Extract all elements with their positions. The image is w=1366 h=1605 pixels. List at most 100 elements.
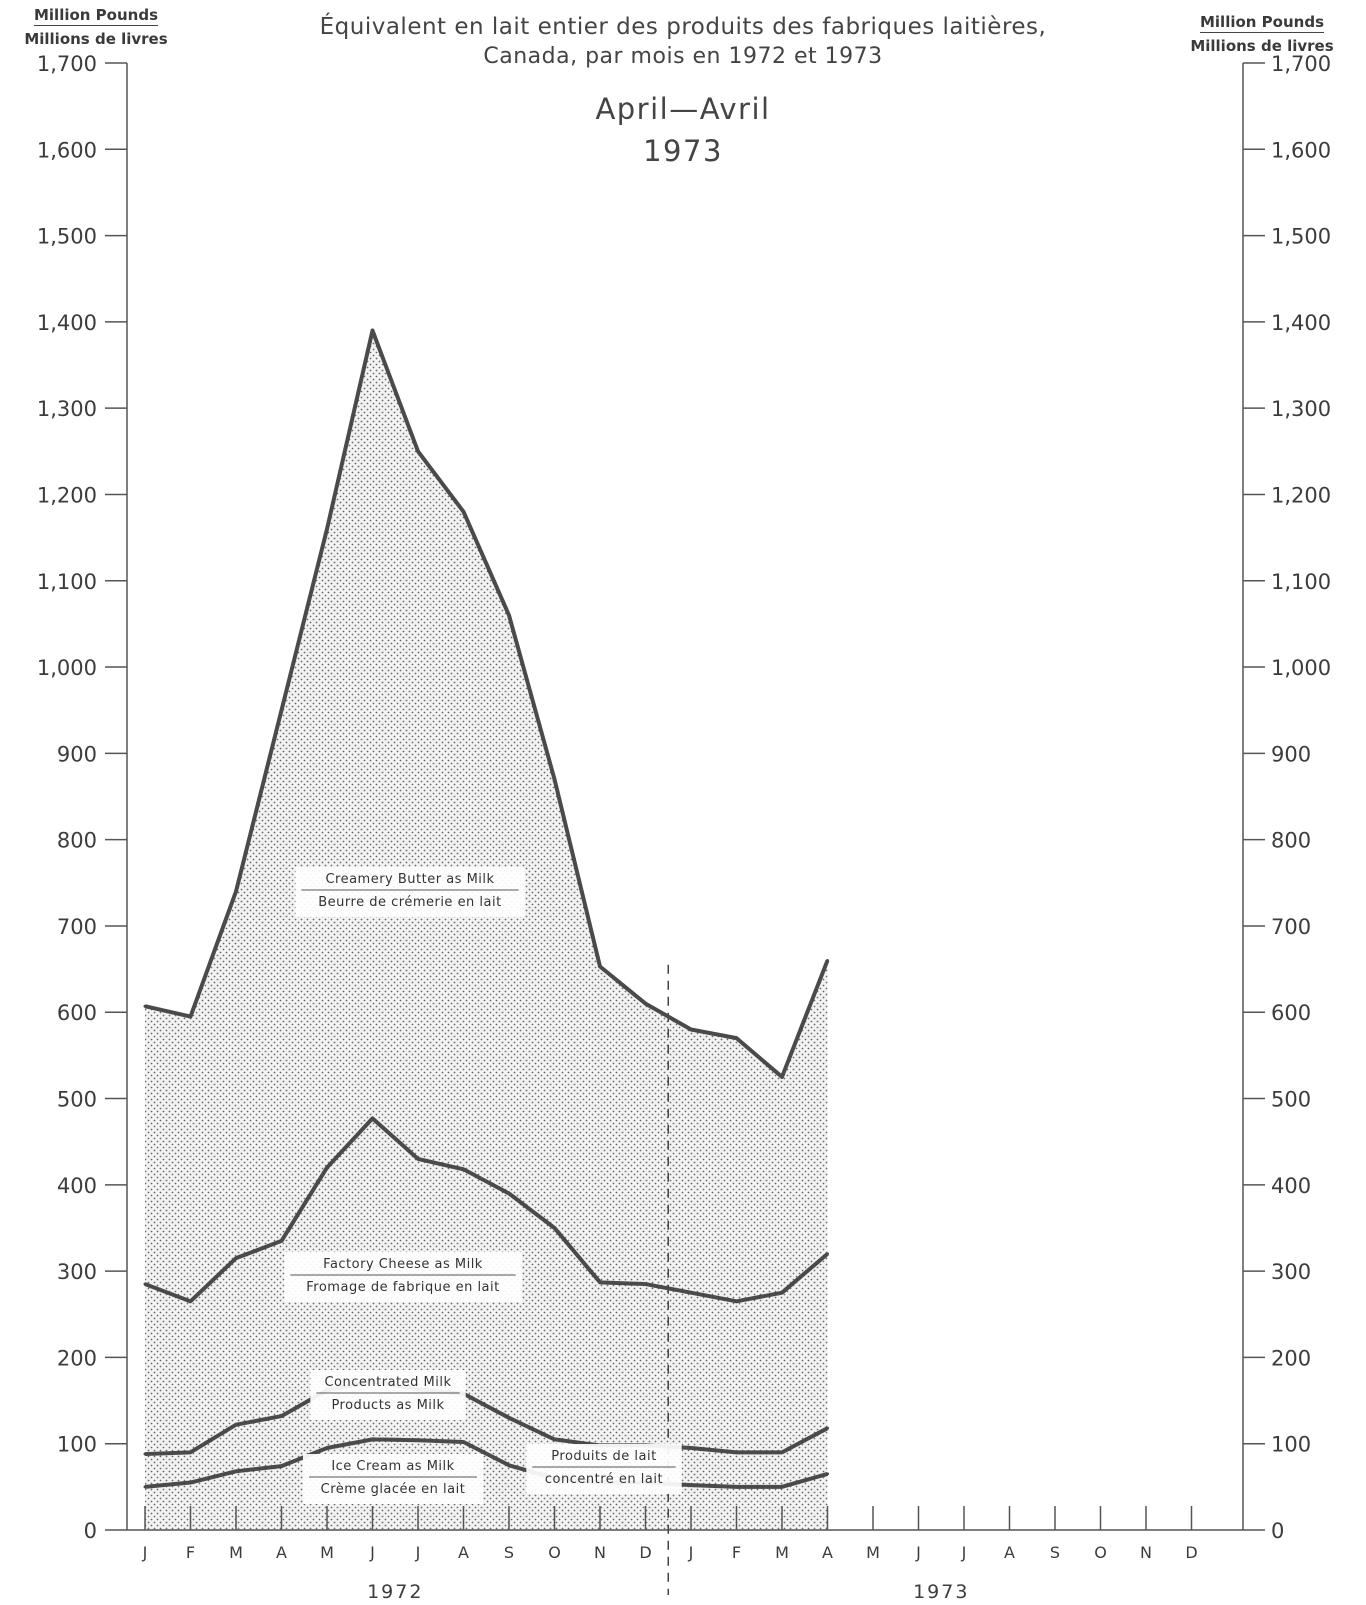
x-month-label: M (229, 1543, 243, 1562)
x-month-label: J (688, 1543, 694, 1562)
y-tick-label-left: 1,200 (37, 483, 97, 507)
chart-title-line2: Canada, par mois en 1972 et 1973 (483, 44, 883, 69)
x-month-label: N (594, 1543, 606, 1562)
y-tick-label-left: 0 (84, 1519, 97, 1543)
y-tick-label-right: 1,000 (1271, 656, 1331, 680)
data-point (507, 613, 511, 617)
label-creamery-butter: Creamery Butter as Milk Beurre de crémeri… (295, 867, 525, 917)
data-point (234, 889, 238, 893)
y-tick-label-left: 600 (57, 1001, 97, 1025)
data-point (598, 1280, 602, 1284)
y-tick-label-right: 300 (1271, 1260, 1311, 1284)
data-point (735, 1485, 738, 1489)
data-point (280, 1414, 283, 1418)
y-axis-unit-left: Million Pounds Millions de livres (6, 6, 186, 48)
x-month-label: N (1140, 1543, 1152, 1562)
data-point (189, 1015, 192, 1019)
y-tick-label-right: 200 (1271, 1346, 1311, 1370)
data-point (735, 1450, 738, 1454)
data-point (826, 958, 829, 962)
data-point (507, 1463, 511, 1467)
x-month-label: F (732, 1543, 741, 1562)
data-point (280, 708, 283, 712)
data-point (189, 1450, 192, 1454)
data-point (553, 1437, 556, 1441)
y-tick-label-left: 1,600 (37, 138, 97, 162)
series-line-2 (144, 1116, 829, 1304)
label-concentrated-milk-fr-text: Produits de lait (551, 1449, 656, 1464)
y-tick-label-left: 500 (57, 1088, 97, 1112)
y-axis-unit-left-en: Million Pounds (33, 6, 159, 26)
data-point (325, 1166, 329, 1170)
data-point (189, 1481, 192, 1485)
y-tick-label-left: 200 (57, 1346, 97, 1370)
x-month-label: J (915, 1543, 921, 1562)
series-line-0 (144, 1437, 829, 1489)
data-point (826, 1426, 829, 1430)
y-tick-label-right: 1,700 (1271, 52, 1331, 76)
y-tick-label-right: 900 (1271, 742, 1311, 766)
data-point (689, 1027, 693, 1031)
y-tick-label-right: 1,300 (1271, 397, 1331, 421)
label-concentrated-milk-bg (310, 1370, 466, 1420)
x-month-label: J (415, 1543, 421, 1562)
y-tick-label-right: 1,600 (1271, 138, 1331, 162)
data-point (280, 1239, 283, 1243)
x-month-label: A (822, 1543, 833, 1562)
x-month-label: J (142, 1543, 148, 1562)
data-point (325, 1446, 329, 1450)
data-point (689, 1446, 693, 1450)
x-month-label: A (1004, 1543, 1015, 1562)
y-tick-label-left: 1,000 (37, 656, 97, 680)
label-factory-cheese-bg (284, 1252, 522, 1302)
label-concentrated-milk-fr-bg (526, 1444, 682, 1494)
data-point (553, 1226, 556, 1230)
data-point (325, 527, 329, 531)
data-point (780, 1075, 784, 1079)
x-month-label: J (961, 1543, 967, 1562)
data-point (189, 1299, 192, 1303)
y-tick-label-left: 1,400 (37, 311, 97, 335)
chart-subtitle-month: April—Avril (595, 92, 771, 126)
y-axis-unit-right-fr: Millions de livres (1190, 37, 1334, 55)
x-month-label: O (1094, 1543, 1107, 1562)
label-factory-cheese-text: Fromage de fabrique en lait (306, 1280, 499, 1295)
label-creamery-butter-bg (295, 867, 525, 917)
data-point (462, 1440, 465, 1444)
data-point (735, 1036, 738, 1040)
label-ice-cream-bg (303, 1454, 483, 1504)
data-point (689, 1291, 693, 1295)
data-point (780, 1450, 784, 1454)
x-month-label: A (276, 1543, 287, 1562)
y-axis-unit-left-fr: Millions de livres (24, 30, 168, 48)
data-point (416, 1438, 420, 1442)
y-tick-label-left: 700 (57, 915, 97, 939)
label-concentrated-milk-fr: Produits de lait concentré en lait (526, 1444, 682, 1494)
x-month-label: O (548, 1543, 561, 1562)
y-tick-label-right: 100 (1271, 1433, 1311, 1457)
data-point (780, 1291, 784, 1295)
data-point (143, 1452, 147, 1456)
y-tick-label-left: 800 (57, 829, 97, 853)
y-tick-label-left: 300 (57, 1260, 97, 1284)
data-point (507, 1416, 511, 1420)
x-month-label: J (369, 1543, 375, 1562)
x-month-label: A (458, 1543, 469, 1562)
data-point (371, 1116, 374, 1120)
label-creamery-butter-text: Beurre de crémerie en lait (318, 895, 501, 910)
y-tick-label-right: 400 (1271, 1174, 1311, 1198)
series-line-1 (144, 1379, 829, 1457)
y-tick-label-left: 400 (57, 1174, 97, 1198)
label-ice-cream-text: Ice Cream as Milk (331, 1459, 454, 1474)
y-tick-label-right: 600 (1271, 1001, 1311, 1025)
y-tick-label-right: 0 (1271, 1519, 1284, 1543)
y-tick-label-left: 900 (57, 742, 97, 766)
y-tick-label-right: 500 (1271, 1088, 1311, 1112)
data-point (644, 1282, 647, 1286)
data-point (462, 1167, 465, 1171)
data-point (371, 1437, 374, 1441)
data-point (416, 449, 420, 453)
data-point (280, 1464, 283, 1468)
data-point (689, 1483, 693, 1487)
chart-subtitle-year: 1973 (643, 134, 723, 168)
